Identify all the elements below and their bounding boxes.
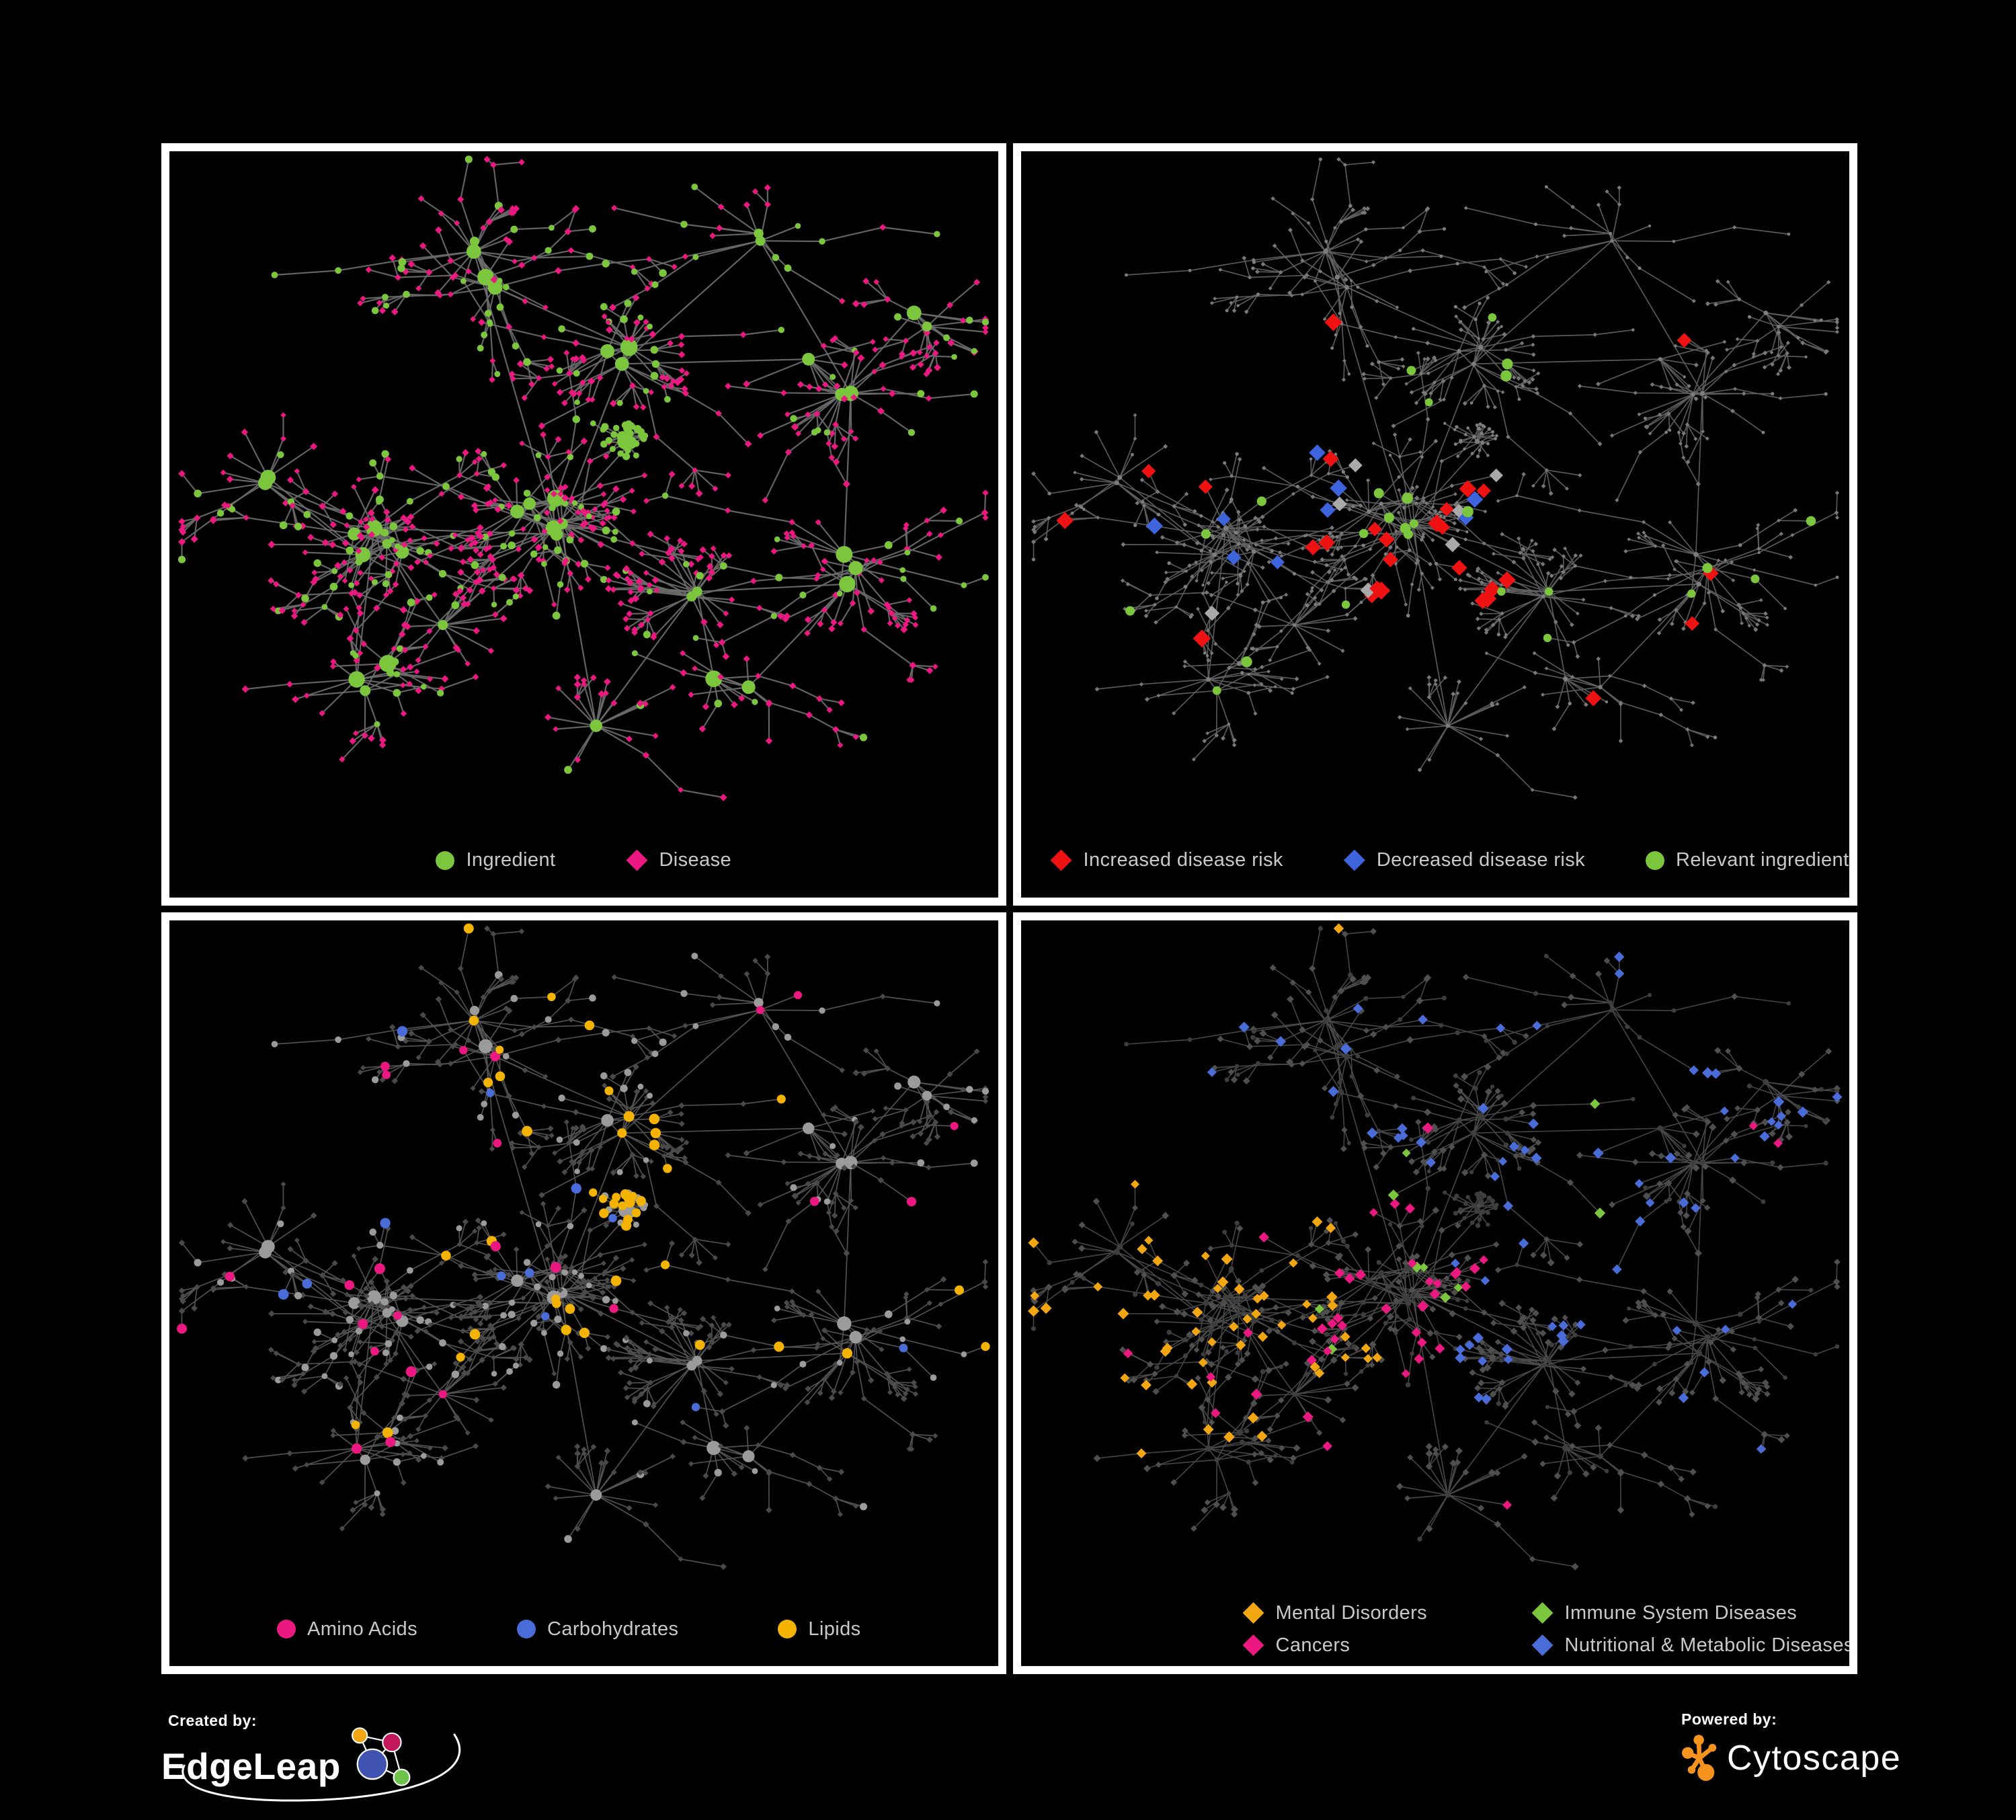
edgeleap-logo-icon xyxy=(351,1727,411,1786)
network-area-ingredient-disease xyxy=(169,151,998,824)
network-area-disease-risk xyxy=(1021,151,1850,824)
cytoscape-wordmark: Cytoscape xyxy=(1727,1739,1902,1778)
legend-item-decreased-risk: Decreased disease risk xyxy=(1343,849,1586,871)
nutritional-metabolic-diamond-icon xyxy=(1531,1634,1554,1656)
network-area-disease-classes xyxy=(1021,920,1850,1593)
legend-item-ingredient: Ingredient xyxy=(436,849,555,871)
legend-item-mental-disorders: Mental Disorders xyxy=(1242,1601,1532,1624)
legend-item-lipids: Lipids xyxy=(778,1618,860,1640)
legend-label-carbohydrates: Carbohydrates xyxy=(547,1618,679,1640)
legend-label-decreased-risk: Decreased disease risk xyxy=(1376,849,1586,871)
network-graph-disease-classes xyxy=(1027,922,1842,1571)
disease-diamond-icon xyxy=(626,849,648,871)
increased-risk-diamond-icon xyxy=(1050,849,1072,871)
relevant-ingredient-circle-icon xyxy=(1646,850,1665,870)
immune-system-diamond-icon xyxy=(1531,1602,1554,1624)
legend-ingredient-disease: Ingredient Disease xyxy=(169,824,998,898)
legend-item-disease: Disease xyxy=(626,849,731,871)
legend-label-immune-system-diseases: Immune System Diseases xyxy=(1564,1601,1798,1624)
legend-label-increased-risk: Increased disease risk xyxy=(1083,849,1283,871)
powered-by-label: Powered by: xyxy=(1681,1710,1777,1728)
legend-item-increased-risk: Increased disease risk xyxy=(1050,849,1283,871)
panel-nutrient-classes: Amino Acids Carbohydrates Lipids xyxy=(161,912,1006,1674)
cancers-diamond-icon xyxy=(1242,1634,1264,1656)
panel-disease-risk: Increased disease risk Decreased disease… xyxy=(1012,143,1857,906)
legend-disease-risk: Increased disease risk Decreased disease… xyxy=(1021,824,1850,898)
legend-item-amino-acids: Amino Acids xyxy=(277,1618,417,1640)
lipids-circle-icon xyxy=(778,1620,797,1638)
network-area-nutrient-classes xyxy=(169,920,998,1593)
edgeleap-brand: Created by: EdgeLeap xyxy=(161,1708,538,1809)
panel-grid: Ingredient Disease Increased disease ris… xyxy=(161,143,1857,1674)
footer: Created by: EdgeLeap Powered by: xyxy=(161,1708,1900,1809)
legend-item-relevant-ingredient: Relevant ingredient xyxy=(1646,849,1849,871)
decreased-risk-diamond-icon xyxy=(1343,849,1365,871)
network-graph-disease-risk xyxy=(1031,157,1839,800)
network-graph-ingredient-disease xyxy=(177,155,990,801)
created-by-label: Created by: xyxy=(168,1712,257,1729)
amino-acids-circle-icon xyxy=(277,1620,296,1638)
legend-label-relevant-ingredient: Relevant ingredient xyxy=(1676,849,1849,871)
cytoscape-logo-icon xyxy=(1681,1735,1717,1781)
legend-item-immune-system-diseases: Immune System Diseases xyxy=(1531,1601,1850,1624)
network-graph-nutrient-classes xyxy=(177,922,990,1570)
legend-label-cancers: Cancers xyxy=(1275,1634,1350,1656)
legend-item-carbohydrates: Carbohydrates xyxy=(516,1618,679,1640)
legend-label-mental-disorders: Mental Disorders xyxy=(1275,1601,1428,1624)
legend-label-nutritional-metabolic-diseases: Nutritional & Metabolic Diseases xyxy=(1564,1634,1854,1656)
legend-nutrient-classes: Amino Acids Carbohydrates Lipids xyxy=(169,1592,998,1666)
edgeleap-wordmark: EdgeLeap xyxy=(161,1745,341,1787)
legend-label-lipids: Lipids xyxy=(808,1618,861,1640)
legend-label-disease: Disease xyxy=(659,849,732,871)
legend-item-nutritional-metabolic-diseases: Nutritional & Metabolic Diseases xyxy=(1531,1634,1854,1657)
legend-label-amino-acids: Amino Acids xyxy=(307,1618,417,1640)
cytoscape-row: Cytoscape xyxy=(1681,1731,1901,1785)
mental-disorders-diamond-icon xyxy=(1242,1602,1264,1624)
legend-item-cancers: Cancers xyxy=(1242,1634,1532,1657)
carbohydrates-circle-icon xyxy=(516,1620,536,1638)
legend-label-ingredient: Ingredient xyxy=(466,849,556,871)
panel-disease-classes: Mental Disorders Immune System Diseases … xyxy=(1012,912,1857,1674)
edgeleap-swoosh-icon xyxy=(182,1733,461,1802)
panel-ingredient-disease: Ingredient Disease xyxy=(161,143,1006,906)
cytoscape-brand: Powered by: Cytoscape xyxy=(1681,1710,1900,1785)
ingredient-circle-icon xyxy=(436,850,455,870)
edgeleap-row: EdgeLeap xyxy=(161,1727,538,1801)
legend-disease-classes: Mental Disorders Immune System Diseases … xyxy=(1021,1592,1849,1666)
